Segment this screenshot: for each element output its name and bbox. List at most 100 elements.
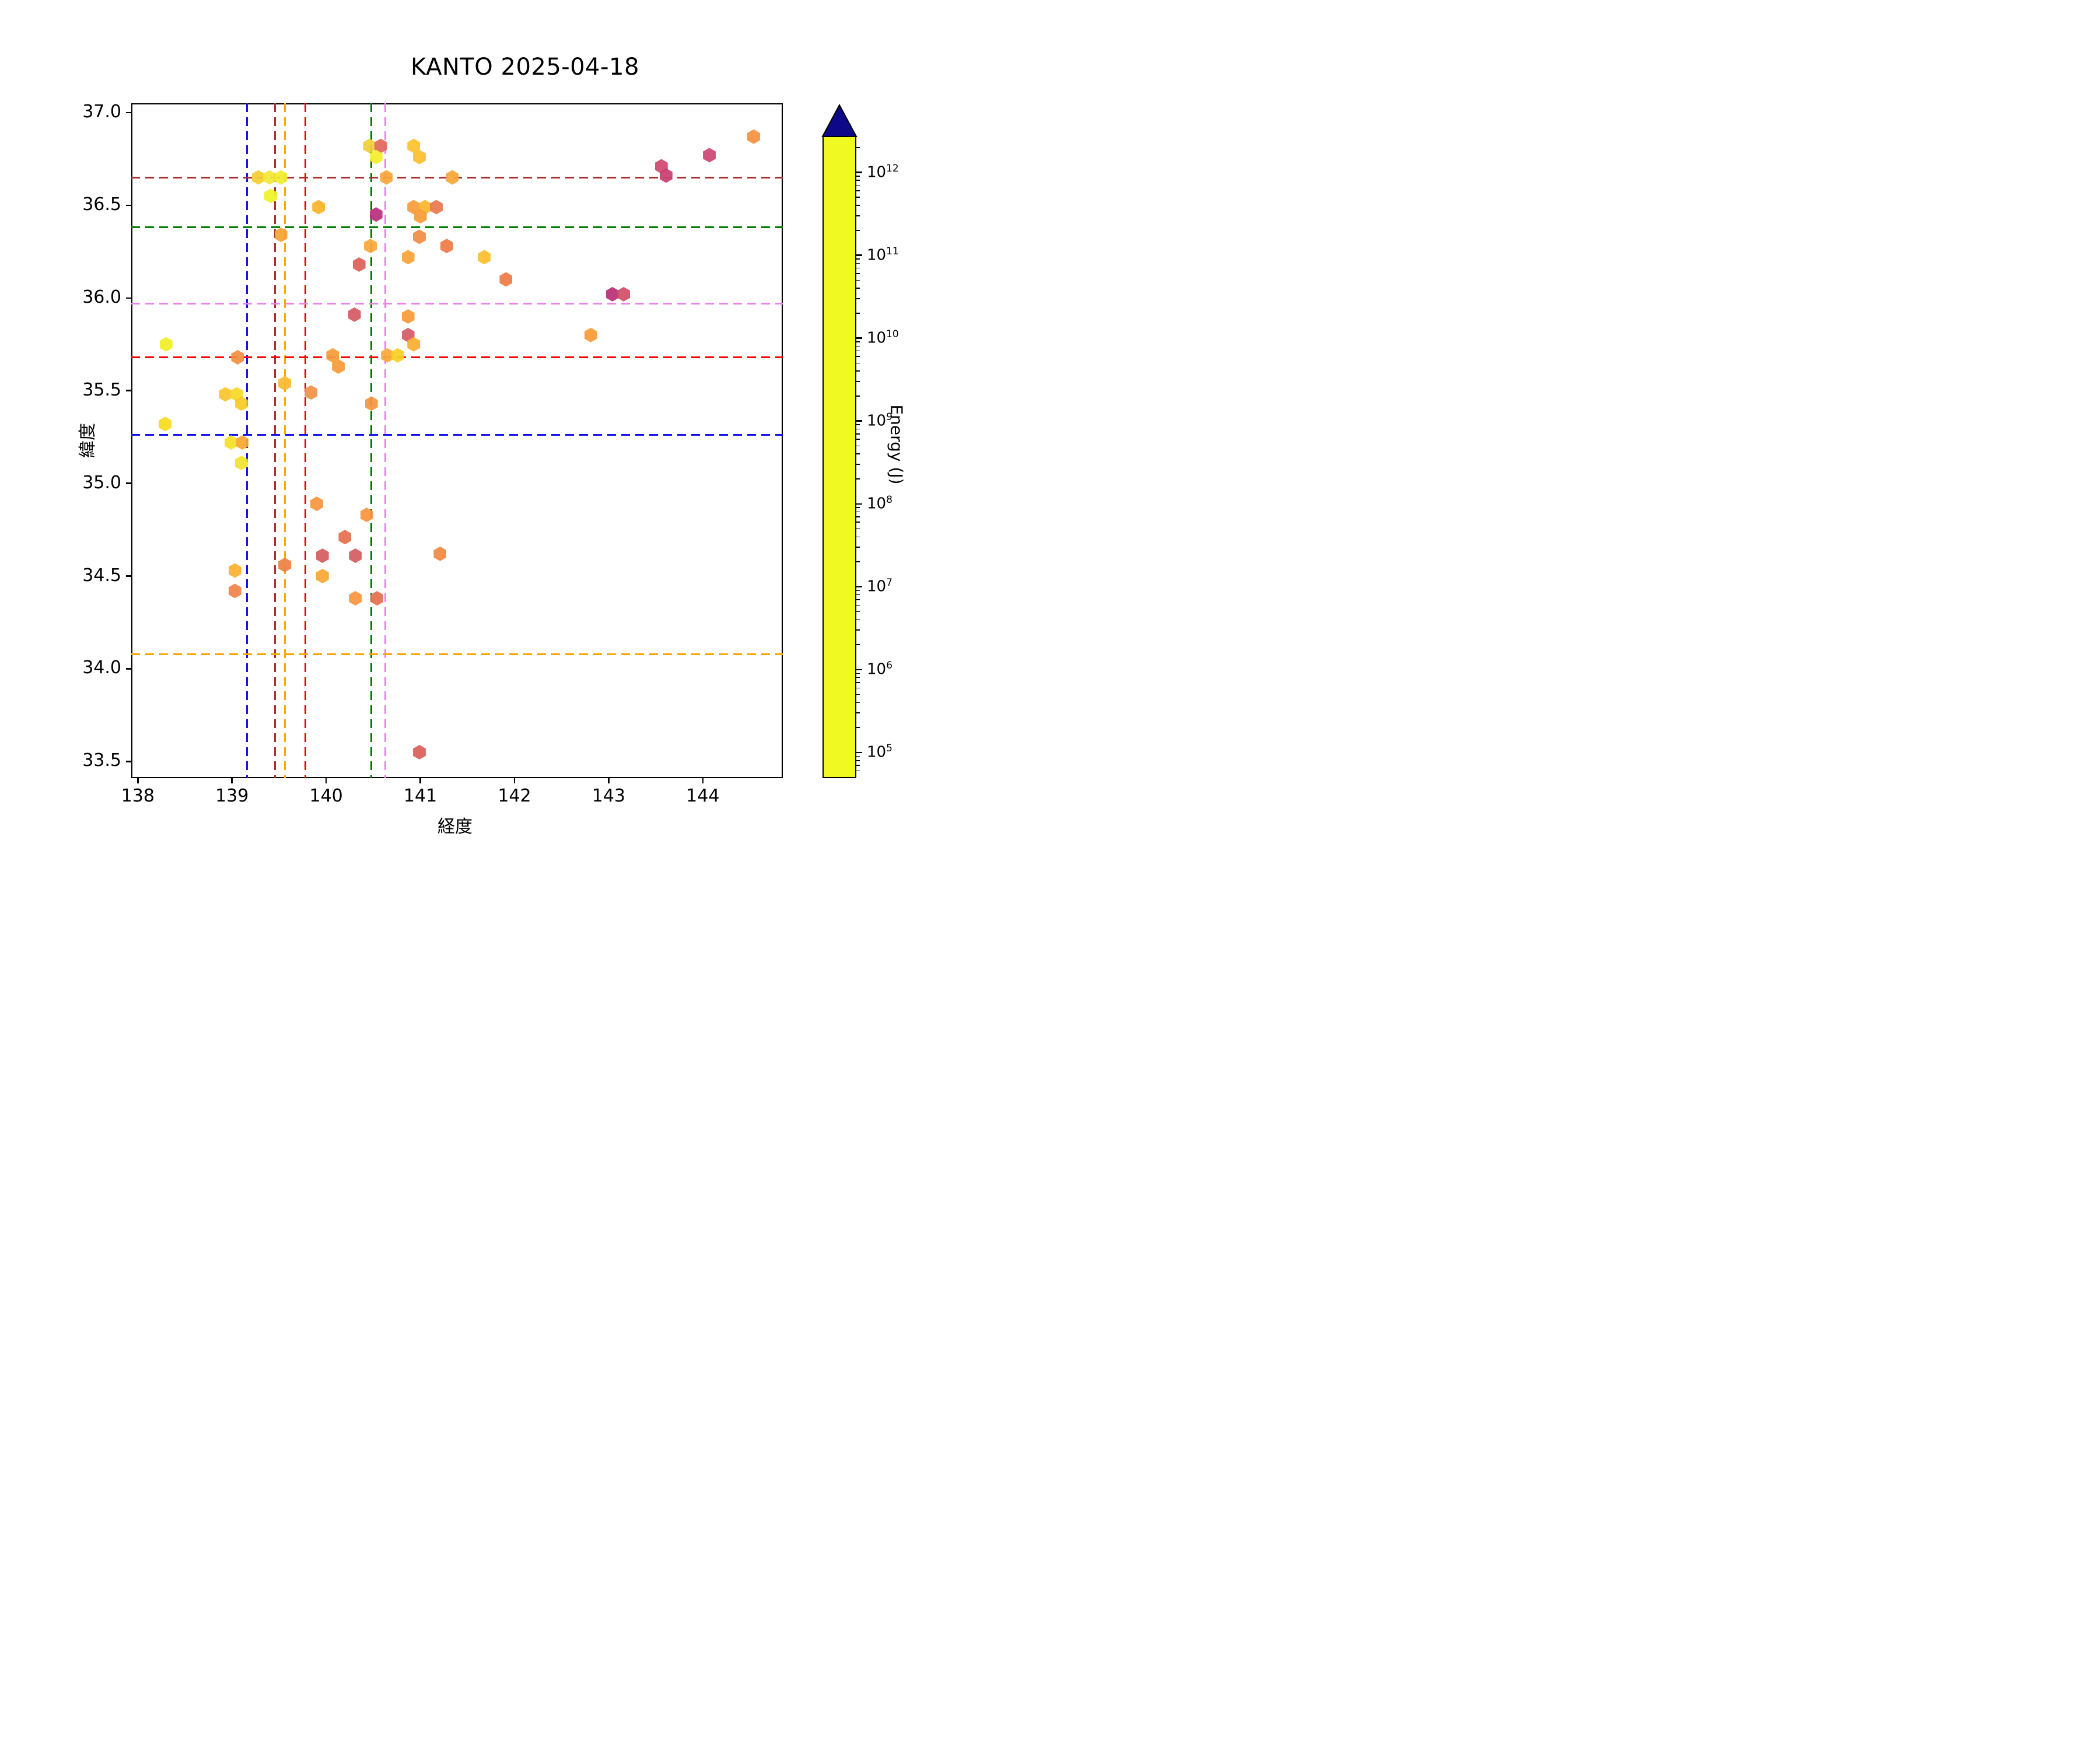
x-tick-label: 143 xyxy=(592,786,625,806)
data-point xyxy=(235,396,248,411)
colorbar-minor-tick xyxy=(856,262,860,264)
colorbar-minor-tick xyxy=(856,712,860,713)
data-point xyxy=(304,385,318,400)
colorbar-minor-tick xyxy=(856,687,860,689)
data-point xyxy=(369,149,383,164)
colorbar-minor-tick xyxy=(856,611,860,612)
y-tick-label: 36.0 xyxy=(82,286,121,307)
ref-line-horizontal-red xyxy=(131,356,783,358)
data-point xyxy=(478,250,491,265)
data-point xyxy=(401,250,415,265)
colorbar-minor-tick xyxy=(856,522,860,523)
data-point xyxy=(235,456,248,471)
y-tick xyxy=(126,482,131,484)
data-point xyxy=(360,508,373,523)
colorbar-tick-label: 107 xyxy=(867,576,892,596)
data-point xyxy=(310,496,323,512)
colorbar-gradient xyxy=(822,135,856,778)
data-point xyxy=(326,348,340,363)
colorbar-minor-tick xyxy=(856,356,860,357)
colorbar-minor-tick xyxy=(856,536,860,538)
colorbar-minor-tick xyxy=(856,350,860,352)
ref-line-vertical-violet xyxy=(384,103,387,778)
data-point xyxy=(433,546,447,561)
x-tick xyxy=(702,778,704,783)
data-point xyxy=(412,149,426,164)
data-point xyxy=(349,548,362,564)
colorbar-minor-tick xyxy=(856,507,860,509)
ref-line-horizontal-green xyxy=(131,226,783,229)
colorbar-minor-tick xyxy=(856,433,860,435)
colorbar-minor-tick xyxy=(856,594,860,596)
x-tick xyxy=(513,778,516,783)
data-point xyxy=(391,348,404,363)
ref-line-vertical-green xyxy=(370,103,373,778)
x-tick xyxy=(231,778,233,783)
data-point xyxy=(369,207,383,222)
colorbar-tick-label: 105 xyxy=(867,742,892,761)
colorbar-minor-tick xyxy=(856,258,860,260)
data-point xyxy=(219,387,232,402)
y-tick-label: 34.5 xyxy=(82,565,121,586)
colorbar-minor-tick xyxy=(856,644,860,645)
data-point xyxy=(332,359,345,374)
colorbar-minor-tick xyxy=(856,279,860,281)
data-point xyxy=(225,435,238,450)
data-point xyxy=(380,170,393,185)
data-point xyxy=(312,200,326,215)
colorbar-minor-tick xyxy=(856,180,860,181)
data-point xyxy=(365,396,378,411)
data-point xyxy=(263,170,276,185)
data-point xyxy=(374,138,387,153)
data-point xyxy=(440,239,453,254)
data-point xyxy=(348,307,361,322)
x-tick-label: 138 xyxy=(121,786,155,806)
colorbar-major-tick xyxy=(856,668,862,671)
colorbar-minor-tick xyxy=(856,673,860,674)
data-point xyxy=(414,209,427,224)
colorbar-minor-tick xyxy=(856,682,860,683)
x-axis-label: 経度 xyxy=(438,817,473,837)
y-tick-label: 35.5 xyxy=(82,379,121,400)
data-point xyxy=(251,170,265,185)
data-point xyxy=(316,569,329,584)
colorbar-minor-tick xyxy=(856,396,860,397)
data-point xyxy=(429,200,443,215)
y-tick-label: 33.5 xyxy=(82,750,121,771)
data-point xyxy=(370,591,384,606)
colorbar-minor-tick xyxy=(856,230,860,231)
colorbar-minor-tick xyxy=(856,770,860,772)
x-tick-label: 139 xyxy=(215,786,249,806)
colorbar-major-tick xyxy=(856,337,862,339)
data-point xyxy=(407,200,421,215)
data-point xyxy=(338,530,352,545)
data-point xyxy=(446,170,459,185)
colorbar-tick-label: 1012 xyxy=(867,162,899,181)
y-tick xyxy=(126,575,131,577)
ref-line-horizontal-violet xyxy=(131,302,783,304)
ref-line-horizontal-orange xyxy=(131,653,783,655)
y-tick-label: 34.0 xyxy=(82,657,121,678)
colorbar-minor-tick xyxy=(856,428,860,430)
colorbar-major-tick xyxy=(856,751,862,754)
colorbar-minor-tick xyxy=(856,370,860,372)
colorbar-major-tick xyxy=(856,254,862,256)
data-point xyxy=(352,257,366,272)
colorbar-minor-tick xyxy=(856,345,860,347)
data-point xyxy=(159,337,173,352)
colorbar-minor-tick xyxy=(856,599,860,600)
data-point xyxy=(228,583,242,598)
colorbar-minor-tick xyxy=(856,298,860,299)
colorbar-tick-label: 1010 xyxy=(867,328,899,347)
colorbar-tick-label: 1011 xyxy=(867,245,899,264)
data-point xyxy=(278,376,292,391)
colorbar-tick-label: 106 xyxy=(867,659,892,678)
data-point xyxy=(407,337,421,352)
data-point xyxy=(412,745,426,760)
colorbar-minor-tick xyxy=(856,561,860,562)
colorbar-minor-tick xyxy=(856,362,860,364)
x-tick-label: 141 xyxy=(403,786,438,806)
y-tick xyxy=(126,390,131,391)
colorbar-minor-tick xyxy=(856,273,860,274)
data-point xyxy=(407,138,421,153)
